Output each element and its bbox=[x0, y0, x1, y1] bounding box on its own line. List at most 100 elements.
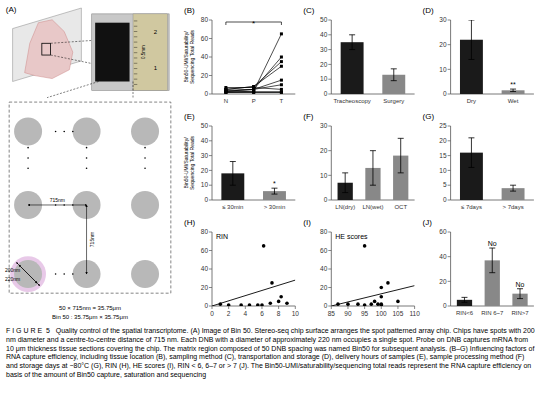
y-axis bbox=[450, 20, 451, 94]
y-tick bbox=[209, 185, 212, 186]
y-tick-label: 20 bbox=[201, 284, 209, 291]
y-tick bbox=[209, 155, 212, 156]
plot-data bbox=[224, 32, 283, 93]
ruler-mark bbox=[134, 52, 137, 53]
y-tick bbox=[328, 126, 331, 127]
y-tick bbox=[328, 94, 331, 95]
point bbox=[280, 56, 283, 59]
panel-label: (J) bbox=[423, 218, 433, 227]
panel-label: (C) bbox=[303, 6, 314, 15]
category-label: OCT bbox=[394, 204, 407, 210]
y-tick-label: 10 bbox=[201, 181, 209, 188]
x-axis bbox=[331, 306, 414, 307]
significance-label: No bbox=[488, 240, 497, 247]
y-tick-label: 30 bbox=[439, 16, 447, 23]
y-tick bbox=[328, 269, 331, 270]
point bbox=[376, 302, 380, 306]
y-tick-label: 40 bbox=[201, 265, 209, 272]
y-tick bbox=[448, 20, 451, 21]
ellipsis-dot bbox=[72, 131, 74, 133]
dimension-arrow bbox=[16, 262, 39, 285]
y-tick-label: 80 bbox=[201, 16, 209, 23]
y-tick-label: 80 bbox=[320, 228, 328, 235]
point bbox=[252, 88, 255, 91]
panel: (G)0510152025≤ 7days> 7days bbox=[423, 112, 534, 210]
x-tick bbox=[331, 306, 332, 309]
category-label: N bbox=[224, 98, 228, 104]
y-axis bbox=[450, 232, 451, 306]
x-tick-label: 85 bbox=[328, 310, 336, 317]
guide-line bbox=[51, 55, 94, 64]
point bbox=[224, 88, 227, 91]
y-tick bbox=[328, 34, 331, 35]
dnb-highlight bbox=[10, 256, 46, 292]
y-tick-label: 40 bbox=[201, 53, 209, 60]
y-tick-label: 60 bbox=[201, 35, 209, 42]
point bbox=[379, 286, 383, 290]
panel: (D)0102030DryWet** bbox=[423, 6, 534, 104]
y-tick bbox=[209, 287, 212, 288]
y-tick bbox=[328, 64, 331, 65]
plot-data bbox=[457, 248, 528, 306]
ellipsis-dot bbox=[27, 157, 29, 159]
y-tick-label: 25 bbox=[439, 122, 447, 129]
ellipsis-dot bbox=[144, 147, 146, 149]
ellipsis-dot bbox=[72, 273, 74, 275]
chip bbox=[95, 23, 129, 82]
ellipsis-dot bbox=[27, 147, 29, 149]
spot bbox=[131, 117, 159, 145]
error-bar bbox=[398, 138, 404, 173]
category-label: LN(dry) bbox=[335, 204, 355, 210]
point bbox=[280, 88, 283, 91]
y-tick bbox=[328, 79, 331, 80]
y-axis-label-line: Sequencing Total Reads bbox=[189, 29, 195, 84]
schematic-border bbox=[9, 102, 171, 293]
guide-line bbox=[47, 82, 99, 98]
y-tick bbox=[448, 256, 451, 257]
point bbox=[260, 303, 264, 306]
y-tick-label: 20 bbox=[320, 61, 328, 68]
point bbox=[280, 65, 283, 68]
y-axis bbox=[331, 232, 332, 306]
y-tick bbox=[209, 57, 212, 58]
ruler-mark bbox=[134, 73, 137, 74]
y-tick-label: 20 bbox=[439, 41, 447, 48]
y-tick bbox=[448, 69, 451, 70]
x-tick bbox=[347, 306, 348, 309]
point bbox=[239, 303, 243, 306]
point bbox=[224, 88, 227, 91]
point bbox=[277, 300, 281, 304]
y-tick bbox=[209, 20, 212, 21]
dimension-arrow bbox=[86, 205, 87, 274]
ellipsis-dot bbox=[144, 157, 146, 159]
point bbox=[252, 85, 255, 88]
y-tick-label: 10 bbox=[320, 75, 328, 82]
y-tick bbox=[209, 38, 212, 39]
error-bar bbox=[370, 151, 376, 186]
ruler-mark bbox=[134, 63, 137, 64]
panel: (E)01020304050≤ 30min> 30minBin50-UMI/Sa… bbox=[183, 112, 295, 210]
point bbox=[280, 79, 283, 82]
point bbox=[224, 91, 227, 94]
ruler-mark bbox=[134, 20, 137, 21]
y-tick bbox=[328, 49, 331, 50]
y-tick-label: 10 bbox=[439, 66, 447, 73]
ruler-label: 2 bbox=[154, 29, 158, 35]
y-axis bbox=[450, 126, 451, 200]
error-bar bbox=[468, 20, 474, 59]
point bbox=[280, 91, 283, 94]
point bbox=[396, 300, 400, 304]
category-label: ≤ 30min bbox=[222, 204, 243, 210]
category-label: RIN 6~7 bbox=[481, 310, 504, 316]
y-tick-label: 50 bbox=[320, 16, 328, 23]
x-axis bbox=[212, 306, 295, 307]
y-tick bbox=[448, 185, 451, 186]
tissue-slide bbox=[13, 8, 82, 82]
x-tick-label: 2 bbox=[227, 310, 231, 317]
y-axis bbox=[212, 232, 213, 306]
x-tick bbox=[295, 306, 296, 309]
panel: (F)0102030LN(dry)LN(wet)OCT bbox=[303, 112, 414, 210]
x-tick-label: 8 bbox=[277, 310, 281, 317]
x-tick-label: 0 bbox=[210, 310, 214, 317]
x-tick bbox=[397, 306, 398, 309]
